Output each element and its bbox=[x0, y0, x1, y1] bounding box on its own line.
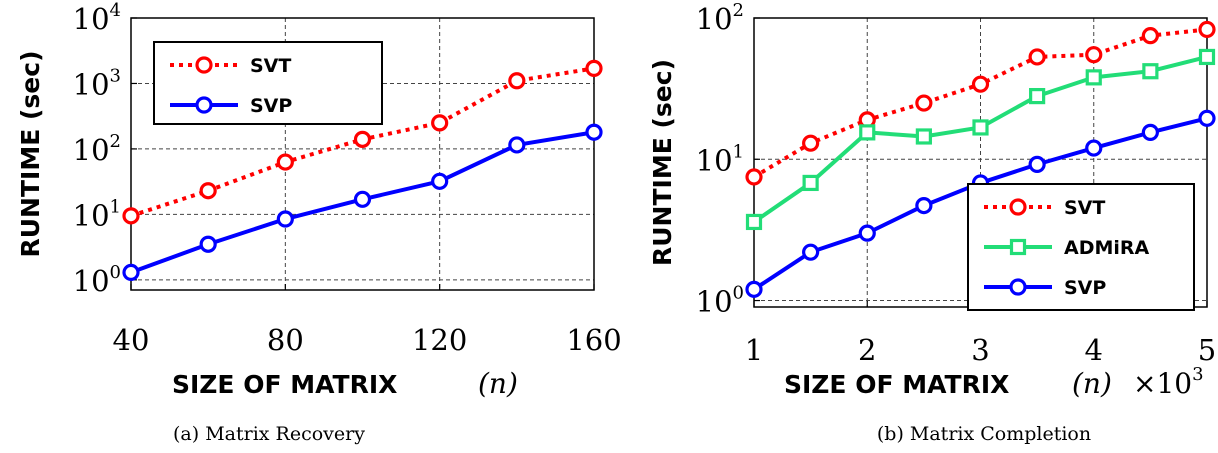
series-svp bbox=[122, 123, 603, 282]
data-point bbox=[1029, 87, 1046, 105]
x-axis-variable: (n) bbox=[1072, 367, 1112, 400]
legend-label: ADMiRA bbox=[1064, 237, 1150, 259]
legend-box bbox=[153, 41, 383, 125]
x-axis-title: SIZE OF MATRIX bbox=[172, 370, 397, 399]
data-point bbox=[915, 196, 933, 215]
data-point bbox=[859, 124, 876, 141]
y-tick-label: 101 bbox=[73, 196, 121, 232]
legend-label: SVT bbox=[1064, 197, 1105, 219]
data-point bbox=[971, 75, 990, 93]
series-svt bbox=[745, 20, 1216, 186]
y-tick-label: 100 bbox=[696, 283, 744, 319]
y-tick-label: 104 bbox=[73, 0, 121, 36]
data-point bbox=[508, 72, 526, 90]
x-tick-label: 1 bbox=[745, 333, 763, 367]
chart-b: 1 2 3 4 5 100 101 102 RUNTIME (sec) SIZE OF MATRI… bbox=[648, 0, 1216, 445]
x-tick-label: 160 bbox=[566, 323, 621, 357]
data-point bbox=[1085, 46, 1103, 64]
x-tick-label: 3 bbox=[971, 333, 989, 367]
data-point bbox=[1198, 48, 1216, 66]
data-point bbox=[1198, 109, 1216, 127]
data-point bbox=[1141, 27, 1159, 45]
data-point bbox=[199, 182, 217, 200]
data-point bbox=[431, 172, 449, 190]
data-point bbox=[802, 243, 820, 261]
data-point bbox=[802, 174, 819, 192]
chart-a: 40 80 120 160 100 101 102 103 104 RUNTIME (sec) SI… bbox=[16, 0, 622, 445]
legend-label: SVP bbox=[250, 95, 292, 117]
data-point bbox=[802, 134, 820, 152]
data-point bbox=[199, 235, 217, 253]
data-point bbox=[915, 94, 933, 112]
x-tick-label: 5 bbox=[1198, 333, 1216, 367]
legend-marker bbox=[1009, 278, 1027, 296]
legend-label: SVT bbox=[250, 55, 291, 77]
x-tick-label: 120 bbox=[412, 323, 467, 357]
y-tick-label: 102 bbox=[696, 0, 744, 36]
x-axis-scale: ×103 bbox=[1133, 364, 1204, 400]
data-point bbox=[972, 119, 989, 136]
y-tick-label: 102 bbox=[73, 131, 121, 167]
y-tick-label: 100 bbox=[73, 262, 121, 298]
data-point bbox=[1142, 63, 1159, 80]
data-point bbox=[353, 190, 372, 208]
series-svp bbox=[745, 109, 1216, 298]
figure-caption: (a) Matrix Recovery bbox=[173, 423, 365, 445]
series-svt bbox=[122, 59, 603, 225]
data-point bbox=[1028, 48, 1046, 66]
data-point bbox=[1141, 123, 1159, 141]
legend-marker bbox=[1009, 238, 1027, 256]
data-point bbox=[1028, 155, 1046, 173]
y-axis-title: RUNTIME (sec) bbox=[16, 51, 45, 258]
data-point bbox=[915, 128, 932, 145]
data-point bbox=[276, 210, 294, 228]
legend: SVT SVP bbox=[153, 41, 383, 125]
data-point bbox=[431, 114, 449, 132]
data-point bbox=[1085, 139, 1103, 157]
data-point bbox=[1085, 69, 1102, 86]
data-point bbox=[858, 224, 876, 242]
legend-label: SVP bbox=[1064, 277, 1106, 299]
y-tick-label: 103 bbox=[73, 65, 121, 101]
x-tick-label: 80 bbox=[267, 323, 304, 357]
data-point bbox=[508, 136, 526, 154]
legend-marker bbox=[1009, 198, 1027, 216]
figure-caption: (b) Matrix Completion bbox=[877, 423, 1091, 445]
data-point bbox=[276, 153, 294, 171]
x-tick-label: 2 bbox=[858, 333, 876, 367]
y-tick-label: 101 bbox=[696, 141, 744, 177]
data-point bbox=[122, 263, 140, 282]
x-tick-label: 40 bbox=[113, 323, 150, 357]
y-axis-title: RUNTIME (sec) bbox=[648, 59, 677, 266]
legend: SVT ADMiRA SVP bbox=[967, 183, 1195, 311]
data-point bbox=[585, 59, 603, 77]
x-axis-title: SIZE OF MATRIX bbox=[784, 370, 1009, 399]
data-point bbox=[1198, 20, 1216, 39]
legend-marker bbox=[195, 56, 213, 74]
data-point bbox=[353, 130, 372, 148]
data-point bbox=[122, 207, 140, 225]
data-point bbox=[745, 213, 763, 231]
x-axis-variable: (n) bbox=[478, 367, 518, 400]
legend-marker bbox=[195, 96, 213, 114]
data-point bbox=[585, 123, 603, 141]
data-point bbox=[745, 168, 763, 186]
series-admira bbox=[745, 48, 1216, 231]
plot-frame bbox=[130, 17, 595, 291]
data-point bbox=[745, 280, 763, 298]
x-tick-label: 4 bbox=[1085, 333, 1103, 367]
